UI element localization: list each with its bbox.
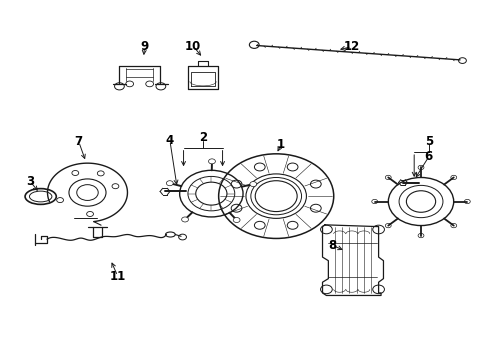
Text: 12: 12 <box>343 40 359 53</box>
Text: 6: 6 <box>424 150 432 163</box>
Text: 3: 3 <box>26 175 34 188</box>
Text: 10: 10 <box>185 40 201 53</box>
Circle shape <box>181 217 188 222</box>
Text: 2: 2 <box>199 131 207 144</box>
Text: 5: 5 <box>424 135 432 148</box>
Text: 8: 8 <box>327 239 336 252</box>
Circle shape <box>208 159 215 164</box>
Text: 11: 11 <box>109 270 125 283</box>
Text: 4: 4 <box>165 134 174 147</box>
Text: 1: 1 <box>276 138 285 151</box>
Text: 9: 9 <box>140 40 148 53</box>
Circle shape <box>166 181 173 186</box>
Circle shape <box>233 217 240 222</box>
Text: 7: 7 <box>75 135 82 148</box>
Circle shape <box>249 181 256 186</box>
